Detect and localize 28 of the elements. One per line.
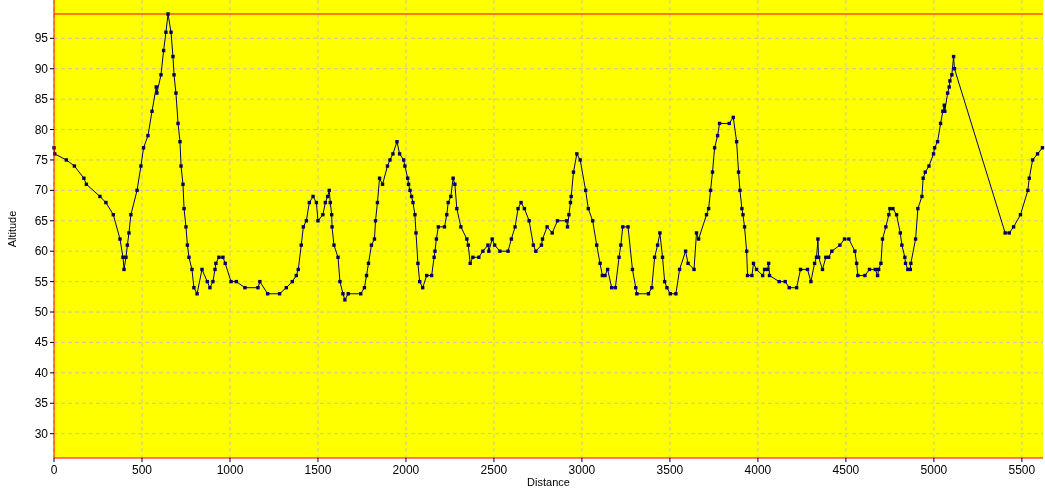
y-axis-title: Altitude <box>6 210 18 248</box>
x-tick-label: 2500 <box>480 463 508 477</box>
x-tick-label: 1500 <box>304 463 332 477</box>
y-tick-label: 70 <box>34 183 49 198</box>
x-tick-label: 4000 <box>744 463 772 477</box>
y-tick-label: 40 <box>34 365 49 380</box>
y-tick-label: 35 <box>34 396 49 411</box>
x-tick-label: 5000 <box>920 463 948 477</box>
x-tick-label: 5500 <box>1008 463 1036 477</box>
y-tick-label: 30 <box>34 426 49 441</box>
y-tick-label: 80 <box>34 122 49 137</box>
x-axis-title: Distance <box>527 476 570 488</box>
x-tick-label: 0 <box>50 463 58 477</box>
y-tick-label: 45 <box>34 335 49 350</box>
x-tick-label: 2000 <box>392 463 420 477</box>
x-tick-label: 4500 <box>832 463 860 477</box>
y-tick-label: 75 <box>34 152 49 167</box>
y-tick-label: 95 <box>34 31 49 46</box>
y-tick-label: 55 <box>34 274 49 289</box>
y-tick-label: 90 <box>34 61 49 76</box>
x-tick-label: 500 <box>131 463 153 477</box>
x-tick-label: 3500 <box>656 463 684 477</box>
y-tick-label: 60 <box>34 244 49 259</box>
y-tick-label: 50 <box>34 305 49 320</box>
y-tick-label: 85 <box>34 92 49 107</box>
x-tick-label: 3000 <box>568 463 596 477</box>
y-tick-label: 65 <box>34 213 49 228</box>
x-tick-label: 1000 <box>216 463 244 477</box>
